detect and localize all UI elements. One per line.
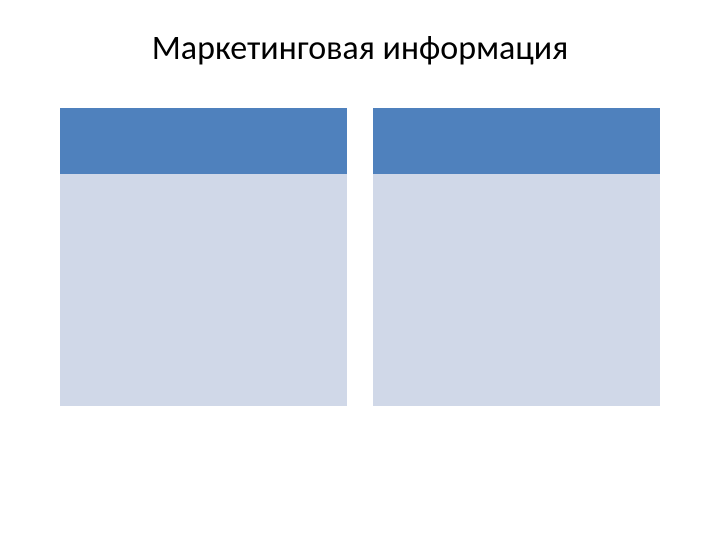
panel-left-header bbox=[60, 108, 347, 174]
panel-right-header bbox=[373, 108, 660, 174]
page-title: Маркетинговая информация bbox=[0, 28, 720, 69]
panel-right-body bbox=[373, 174, 660, 406]
panels-container bbox=[60, 108, 660, 406]
panel-right bbox=[373, 108, 660, 406]
panel-left bbox=[60, 108, 347, 406]
slide: Маркетинговая информация bbox=[0, 0, 720, 540]
panel-left-body bbox=[60, 174, 347, 406]
